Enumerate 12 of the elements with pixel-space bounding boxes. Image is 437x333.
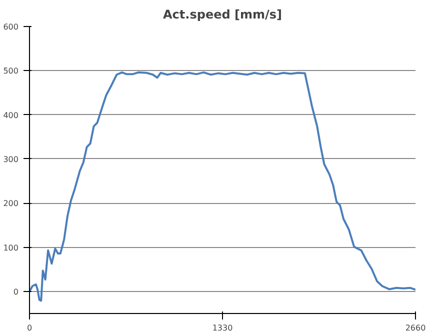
y-tick-label: 500: [3, 66, 19, 76]
y-tick-label: 0: [13, 287, 19, 296]
x-tick-label: 0: [26, 324, 32, 332]
y-tick-label: 600: [3, 22, 19, 32]
y-tick-label: 100: [3, 243, 19, 252]
x-tick-label: 1330: [212, 324, 233, 332]
chart-title: Act.speed [mm/s]: [163, 8, 282, 22]
y-tick-label: 300: [3, 154, 19, 164]
y-tick-label: 400: [3, 110, 19, 120]
line-series: [30, 71, 416, 302]
x-tick-label: 2660: [405, 324, 426, 332]
y-tick-label: 200: [3, 199, 19, 208]
